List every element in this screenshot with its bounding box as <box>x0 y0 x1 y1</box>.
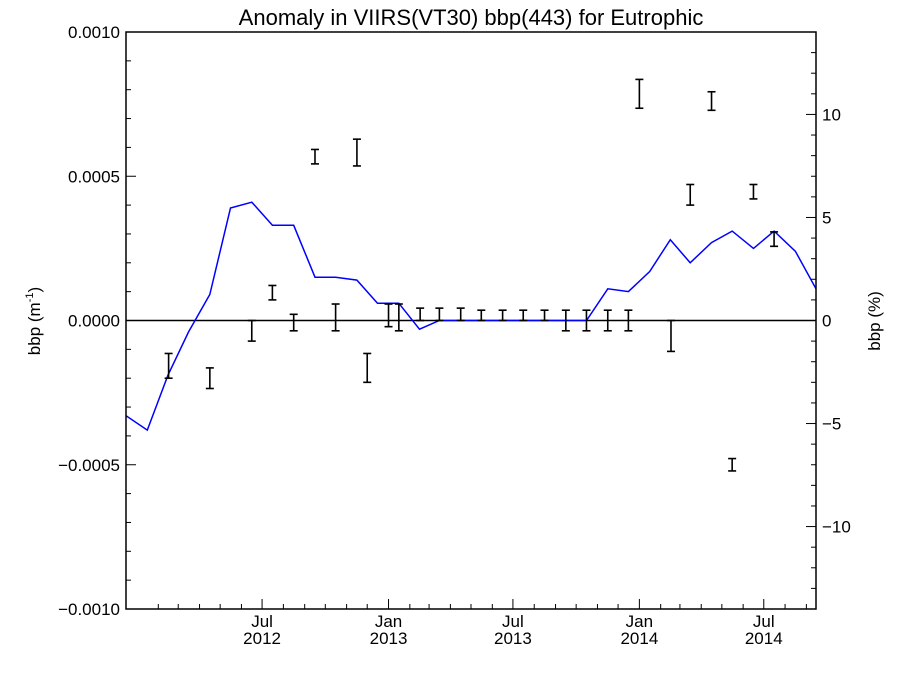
x-tick-label-year: 2013 <box>370 629 408 648</box>
chart-title: Anomaly in VIIRS(VT30) bbp(443) for Eutr… <box>239 5 704 30</box>
x-tick-label-month: Jan <box>375 612 402 631</box>
y-tick-label-left: −0.0010 <box>58 600 120 619</box>
y-tick-label-left: 0.0005 <box>68 167 120 186</box>
x-tick-label-month: Jul <box>251 612 273 631</box>
x-tick-label-month: Jul <box>753 612 775 631</box>
x-tick-label-year: 2013 <box>494 629 532 648</box>
x-tick-label-month: Jan <box>626 612 653 631</box>
y-tick-label-left: 0.0000 <box>68 312 120 331</box>
plot-frame <box>125 31 817 610</box>
anomaly-line <box>126 201 816 432</box>
y-tick-label-right: 5 <box>822 208 831 227</box>
y-tick-label-left: 0.0010 <box>68 23 120 42</box>
y-tick-label-right: 10 <box>822 105 841 124</box>
y-axis-label-right: bbp (%) <box>865 291 884 351</box>
x-tick-label-year: 2014 <box>745 629 783 648</box>
y-tick-label-right: −5 <box>822 415 841 434</box>
y-tick-label-left: −0.0005 <box>58 456 120 475</box>
y-axis-label-left-base: bbp (m <box>25 302 44 355</box>
y-axis-label-left-close: ) <box>25 287 44 293</box>
x-tick-label-month: Jul <box>502 612 524 631</box>
y-tick-label-right: 0 <box>822 312 831 331</box>
y-tick-label-right: −10 <box>822 518 851 537</box>
y-axis-label-left-sup: -1 <box>24 292 36 302</box>
x-tick-label-year: 2012 <box>243 629 281 648</box>
y-axis-label-left: bbp (m-1) <box>24 287 44 355</box>
x-tick-label-year: 2014 <box>620 629 658 648</box>
